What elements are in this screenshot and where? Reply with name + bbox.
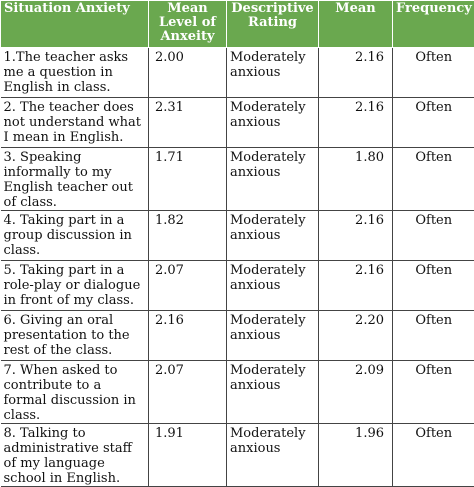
cell-situation: 1.The teacher asks me a question in Engl… [1, 48, 149, 98]
cell-mean: 2.16 [319, 211, 393, 261]
cell-mean-level: 1.91 [149, 424, 227, 487]
header-mean-level: Mean Level of Anxeity [149, 1, 227, 48]
cell-frequency: Often [393, 148, 474, 211]
table-row: 7. When asked to contribute to a formal … [1, 361, 474, 424]
cell-situation: 5. Taking part in a role-play or dialogu… [1, 261, 149, 311]
cell-mean: 2.20 [319, 311, 393, 361]
cell-mean: 2.16 [319, 48, 393, 98]
cell-situation: 4. Taking part in a group discussion in … [1, 211, 149, 261]
table-body: 1.The teacher asks me a question in Engl… [1, 48, 474, 487]
cell-rating: Moderately anxious [227, 48, 319, 98]
cell-mean: 2.09 [319, 361, 393, 424]
cell-mean-level: 2.07 [149, 361, 227, 424]
header-descriptive-rating: Descriptive Rating [227, 1, 319, 48]
table-row: 6. Giving an oral presentation to the re… [1, 311, 474, 361]
cell-situation: 7. When asked to contribute to a formal … [1, 361, 149, 424]
table-header: Situation Anxiety Mean Level of Anxeity … [1, 1, 474, 48]
cell-mean-level: 2.07 [149, 261, 227, 311]
table-row: 8. Talking to administrative staff of my… [1, 424, 474, 487]
cell-frequency: Often [393, 98, 474, 148]
cell-rating: Moderately anxious [227, 424, 319, 487]
header-frequency: Frequency [393, 1, 474, 48]
cell-rating: Moderately anxious [227, 311, 319, 361]
cell-mean-level: 1.71 [149, 148, 227, 211]
cell-situation: 6. Giving an oral presentation to the re… [1, 311, 149, 361]
anxiety-table-figure: Situation Anxiety Mean Level of Anxeity … [0, 0, 474, 476]
cell-situation: 2. The teacher does not understand what … [1, 98, 149, 148]
cell-frequency: Often [393, 311, 474, 361]
cell-frequency: Often [393, 424, 474, 487]
cell-mean-level: 2.31 [149, 98, 227, 148]
cell-rating: Moderately anxious [227, 261, 319, 311]
header-row: Situation Anxiety Mean Level of Anxeity … [1, 1, 474, 48]
table-row: 5. Taking part in a role-play or dialogu… [1, 261, 474, 311]
table-row: 2. The teacher does not understand what … [1, 98, 474, 148]
cell-mean: 2.16 [319, 98, 393, 148]
cell-mean-level: 1.82 [149, 211, 227, 261]
cell-frequency: Often [393, 261, 474, 311]
cell-situation: 8. Talking to administrative staff of my… [1, 424, 149, 487]
cell-rating: Moderately anxious [227, 211, 319, 261]
cell-rating: Moderately anxious [227, 361, 319, 424]
cell-mean-level: 2.00 [149, 48, 227, 98]
cell-frequency: Often [393, 361, 474, 424]
header-situation: Situation Anxiety [1, 1, 149, 48]
cell-situation: 3. Speaking informally to my English tea… [1, 148, 149, 211]
cell-rating: Moderately anxious [227, 148, 319, 211]
cell-frequency: Often [393, 48, 474, 98]
cell-frequency: Often [393, 211, 474, 261]
table-row: 1.The teacher asks me a question in Engl… [1, 48, 474, 98]
table-row: 4. Taking part in a group discussion in … [1, 211, 474, 261]
cell-rating: Moderately anxious [227, 98, 319, 148]
cell-mean: 1.96 [319, 424, 393, 487]
cell-mean: 2.16 [319, 261, 393, 311]
table-row: 3. Speaking informally to my English tea… [1, 148, 474, 211]
cell-mean-level: 2.16 [149, 311, 227, 361]
header-mean: Mean [319, 1, 393, 48]
cell-mean: 1.80 [319, 148, 393, 211]
